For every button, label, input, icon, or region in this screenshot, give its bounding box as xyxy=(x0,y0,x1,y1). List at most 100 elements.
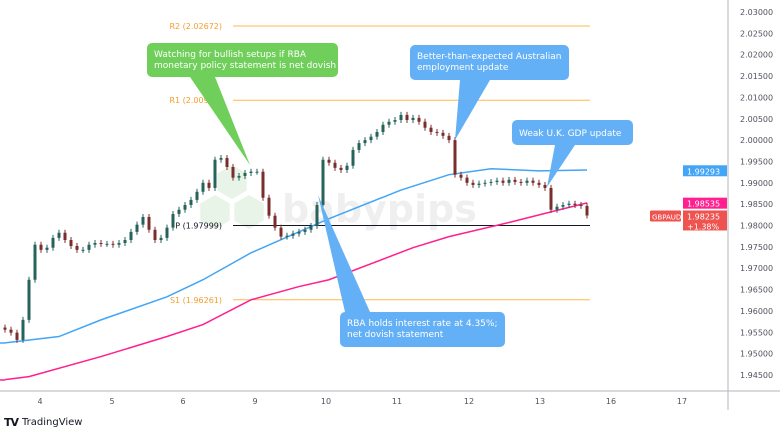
candle xyxy=(561,202,565,210)
candle xyxy=(3,324,7,333)
y-tick-label: 1.96000 xyxy=(740,307,773,316)
candle-body xyxy=(39,244,43,250)
candle xyxy=(375,128,379,140)
candle-body xyxy=(531,180,535,183)
callout-box xyxy=(512,120,633,145)
y-tick-label: 1.94500 xyxy=(740,371,773,380)
candle-body xyxy=(393,120,397,122)
candle-body xyxy=(273,215,277,228)
candle xyxy=(141,213,145,228)
candle xyxy=(501,177,505,186)
candle-body xyxy=(585,205,589,216)
candle xyxy=(123,237,127,246)
candle-body xyxy=(237,175,241,178)
candle xyxy=(33,241,37,283)
candle xyxy=(393,117,397,125)
candle xyxy=(111,240,115,248)
annotation-callout: Better-than-expected Australianemploymen… xyxy=(410,45,569,140)
callout-box xyxy=(410,45,569,80)
y-tick-label: 1.95500 xyxy=(740,328,773,337)
candle-body xyxy=(279,227,283,237)
candle-body xyxy=(267,197,271,216)
candle-body xyxy=(75,245,79,250)
candle-body xyxy=(33,244,37,280)
callout-text: employment update xyxy=(417,63,509,73)
candle-body xyxy=(135,224,139,232)
x-tick-label: 11 xyxy=(392,397,402,406)
candle xyxy=(75,243,79,253)
candle xyxy=(483,179,487,187)
candle-body xyxy=(57,232,61,238)
candle xyxy=(585,202,589,219)
candle-body xyxy=(231,167,235,178)
candle-body xyxy=(105,243,109,245)
candle xyxy=(237,172,241,181)
candle xyxy=(525,177,529,186)
candle xyxy=(495,177,499,185)
y-tick-label: 2.00000 xyxy=(740,136,773,145)
candle-body xyxy=(45,247,49,250)
candle xyxy=(387,118,391,128)
ma-pink-price-label-bg xyxy=(683,197,727,209)
candle xyxy=(117,240,121,248)
y-tick-label: 1.99000 xyxy=(740,179,773,188)
candle xyxy=(27,276,31,323)
candle xyxy=(105,240,109,247)
candle-body xyxy=(459,174,463,178)
candle-body xyxy=(153,229,157,241)
callout-text: Weak U.K. GDP update xyxy=(519,129,622,139)
candle xyxy=(93,240,97,248)
candle-body xyxy=(63,232,67,241)
candle xyxy=(15,329,19,343)
candle-body xyxy=(441,132,445,136)
y-tick-label: 1.97500 xyxy=(740,243,773,252)
candle-body xyxy=(369,136,373,141)
last-price-label: 1.98235+1.38% xyxy=(683,210,727,231)
candle xyxy=(507,176,511,186)
candle xyxy=(453,137,457,178)
candle-body xyxy=(261,171,265,198)
candle xyxy=(573,200,577,208)
candle xyxy=(567,200,571,208)
candle xyxy=(339,164,343,173)
x-tick-label: 13 xyxy=(535,397,545,406)
pivot-level-label: S1 (1.96261) xyxy=(170,296,222,305)
candle xyxy=(171,210,175,231)
callout-pointer xyxy=(318,195,370,312)
candle-body xyxy=(339,167,343,170)
ma-blue-price-label-text: 1.99293 xyxy=(687,167,720,176)
candle xyxy=(513,176,517,185)
candle-body xyxy=(303,229,307,232)
watermark-hexagon xyxy=(234,195,264,229)
x-tick-label: 10 xyxy=(321,397,331,406)
candle-body xyxy=(51,237,55,248)
candle-body xyxy=(489,181,493,183)
candle xyxy=(45,244,49,253)
pivot-level-label: R2 (2.02672) xyxy=(169,22,222,31)
candle-body xyxy=(507,179,511,183)
y-tick-label: 2.02500 xyxy=(740,29,773,38)
candle-body xyxy=(417,117,421,122)
pivot-level-label: P (1.97999) xyxy=(175,222,222,231)
candle-body xyxy=(207,182,211,188)
x-tick-label: 16 xyxy=(606,397,616,406)
candle-body xyxy=(27,279,31,320)
candle-body xyxy=(513,179,517,182)
candle xyxy=(51,234,55,251)
y-tick-label: 1.99500 xyxy=(740,157,773,166)
tradingview-logo-icon: TV xyxy=(4,416,19,429)
x-tick-label: 12 xyxy=(464,397,474,406)
ma-pink-price-label-text: 1.98535 xyxy=(687,200,720,209)
candle-body xyxy=(435,131,439,133)
candle-body xyxy=(483,182,487,184)
candle xyxy=(309,222,313,233)
candle-body xyxy=(81,249,85,251)
candle-body xyxy=(405,114,409,121)
candle-body xyxy=(129,231,133,241)
candle xyxy=(429,124,433,135)
candle-body xyxy=(9,329,13,333)
candle xyxy=(555,203,559,213)
candle xyxy=(579,202,583,209)
candle-body xyxy=(255,171,259,173)
